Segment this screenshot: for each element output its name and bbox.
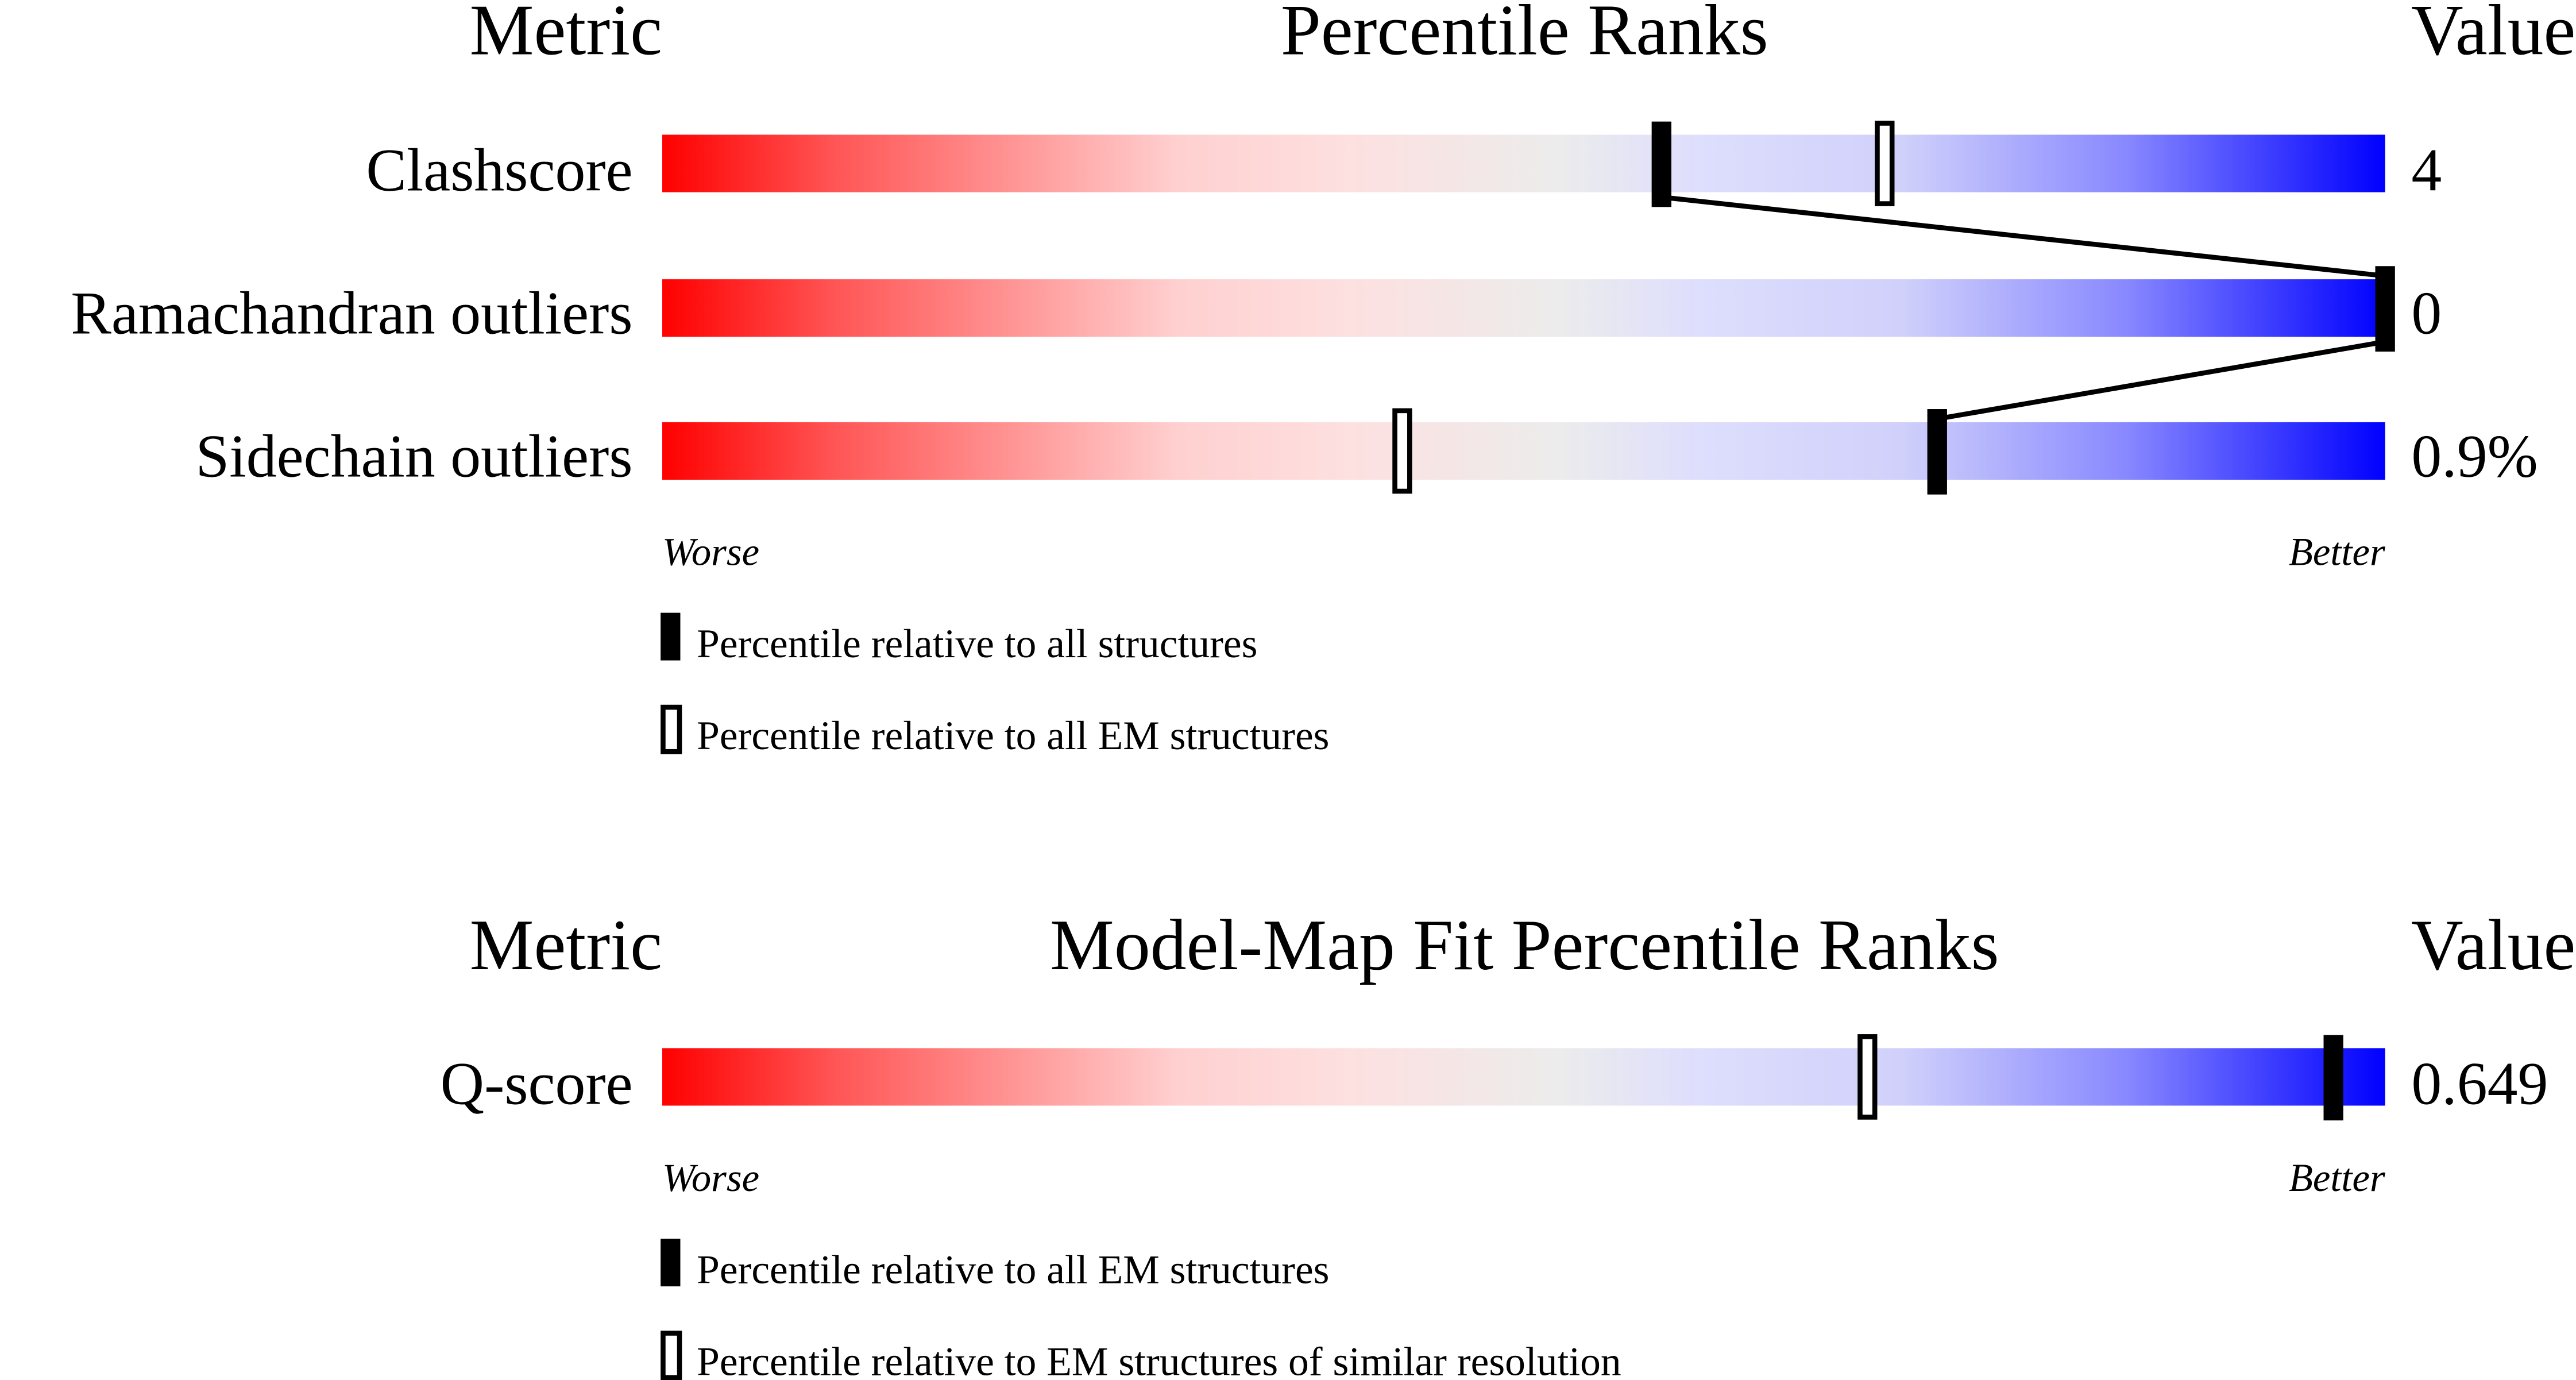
legend-open-label-2: Percentile relative to EM structures of … (697, 1339, 1621, 1380)
worse-label-2: Worse (662, 1156, 759, 1200)
slider-bar-clashscore (662, 134, 2385, 192)
legend-filled-marker-icon-2 (661, 1239, 681, 1287)
filled-marker-q-score (2323, 1035, 2343, 1121)
metric-label-clashscore: Clashscore (366, 137, 632, 204)
chart-title-2: Model-Map Fit Percentile Ranks (1050, 905, 1999, 985)
slider-bar-qscore (662, 1048, 2385, 1106)
metric-label-ramachandran: Ramachandran outliers (71, 279, 632, 346)
slider-bar-sidechain (662, 422, 2385, 480)
slider-bar-ramachandran (662, 279, 2385, 337)
value-qscore: 0.649 (2411, 1050, 2548, 1117)
connector-line (1661, 194, 2386, 279)
better-label-2: Better (2289, 1156, 2385, 1200)
legend-open-marker-icon-2 (661, 1331, 682, 1380)
metric-header-2: Metric (470, 905, 662, 985)
worse-label: Worse (662, 530, 759, 574)
legend-filled-label: Percentile relative to all structures (697, 621, 1257, 666)
filled-marker-sidechain-outliers (1927, 409, 1947, 495)
legend-open-marker-icon (661, 704, 682, 754)
value-sidechain: 0.9% (2411, 422, 2538, 489)
markers-panel-1 (1392, 121, 2395, 495)
markers-panel-2 (1857, 1034, 2343, 1121)
value-ramachandran: 0 (2411, 279, 2442, 346)
open-marker-q-score (1857, 1034, 1878, 1120)
better-label: Better (2289, 530, 2385, 574)
legend-open-label: Percentile relative to all EM structures (697, 713, 1329, 758)
connector-line (1937, 339, 2386, 422)
open-marker-clashscore (1875, 121, 1895, 206)
filled-marker-ramachandran-outliers (2375, 266, 2395, 352)
value-header: Value (2411, 0, 2575, 70)
metric-label-sidechain: Sidechain outliers (196, 422, 633, 489)
legend-filled-label-2: Percentile relative to all EM structures (697, 1247, 1329, 1292)
legend-filled-marker-icon (661, 612, 681, 661)
open-marker-sidechain-outliers (1392, 408, 1412, 494)
metric-label-qscore: Q-score (441, 1050, 633, 1117)
chart-title: Percentile Ranks (1281, 0, 1768, 70)
value-clashscore: 4 (2411, 137, 2442, 204)
metric-header: Metric (470, 0, 662, 70)
value-header-2: Value (2411, 905, 2575, 985)
filled-marker-clashscore (1651, 121, 1671, 207)
